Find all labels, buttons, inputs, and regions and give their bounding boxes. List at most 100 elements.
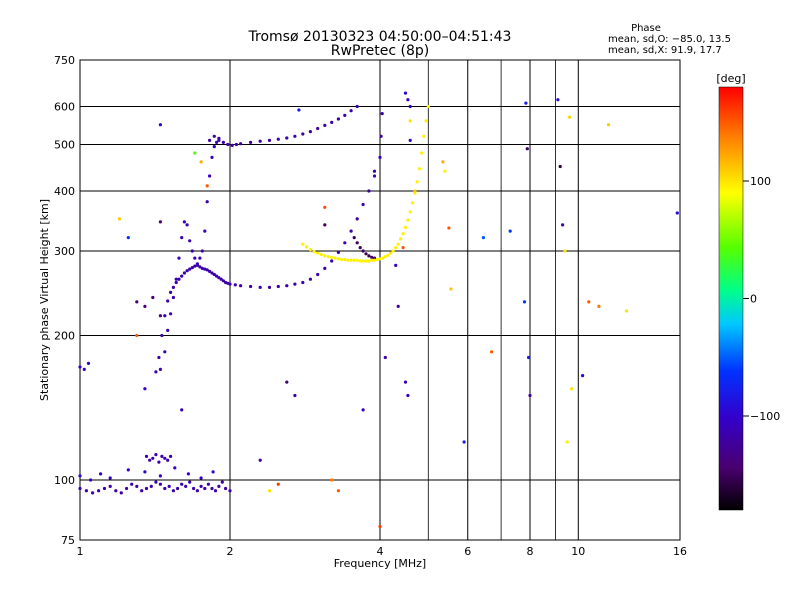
scatter-point <box>508 229 512 233</box>
trace-point <box>163 314 167 318</box>
scatter-point <box>443 169 447 173</box>
trace-point <box>340 257 344 262</box>
trace-point <box>171 285 175 289</box>
y-axis-label: Stationary phase Virtual Height [km] <box>38 199 51 401</box>
trace-point <box>205 268 209 272</box>
scatter-point <box>199 160 203 164</box>
trace-point <box>316 251 320 255</box>
colorbar-tick-label: 0 <box>750 293 757 306</box>
phase-box-line-o: mean, sd,O: −85.0, 13.5 <box>608 34 731 45</box>
trace-point <box>154 370 158 374</box>
trace-point <box>126 468 130 472</box>
trace-point <box>355 217 359 221</box>
trace-point <box>301 280 305 285</box>
scatter-point <box>293 393 297 398</box>
y-tick-label: 500 <box>54 139 75 152</box>
trace-point <box>185 223 189 227</box>
scatter-point <box>205 184 209 188</box>
trace-point <box>417 167 422 171</box>
scatter-point <box>193 151 197 155</box>
trace-point <box>267 138 272 142</box>
colorbar: [deg] 100 0 −100 <box>716 72 780 511</box>
trace-point <box>343 241 347 245</box>
trace-point <box>154 480 158 484</box>
trace-point <box>370 258 374 262</box>
trace-point <box>424 119 428 123</box>
trace-point <box>135 300 139 304</box>
scatter-point <box>408 119 412 123</box>
trace-point <box>349 109 353 113</box>
scatter-point <box>567 115 572 119</box>
x-tick-label: 10 <box>571 545 585 558</box>
trace-point <box>217 276 221 280</box>
trace-point <box>323 266 327 270</box>
scatter-point <box>336 489 340 493</box>
trace-point <box>203 267 207 271</box>
scatter-point <box>323 205 327 209</box>
trace-point <box>330 120 334 124</box>
trace-point <box>293 134 297 138</box>
trace-point <box>213 489 218 493</box>
trace-point <box>330 255 334 259</box>
scatter-point <box>408 138 412 142</box>
trace-point <box>102 486 107 491</box>
grid-lines <box>80 60 680 540</box>
scatter-point <box>565 440 569 444</box>
trace-point <box>293 282 297 286</box>
x-tick-label: 4 <box>377 545 384 558</box>
trace-point <box>406 98 410 102</box>
trace-point <box>190 266 194 270</box>
trace-point <box>403 91 408 95</box>
trace-point <box>158 474 162 478</box>
scatter-point <box>606 123 611 127</box>
trace-point <box>86 361 91 365</box>
trace-point <box>78 474 82 478</box>
trace-point <box>221 279 225 283</box>
scatter-point <box>527 355 531 360</box>
trace-point <box>210 486 214 491</box>
trace-point <box>160 454 164 458</box>
trace-point <box>349 229 353 233</box>
trace-point <box>379 134 383 138</box>
trace-point <box>199 476 203 480</box>
trace-point <box>182 220 186 224</box>
trace-point <box>380 112 384 116</box>
scatter-point <box>258 458 262 462</box>
scatter-point <box>447 226 451 230</box>
trace-point <box>149 484 153 488</box>
scatter-point <box>561 223 565 227</box>
y-tick-label: 200 <box>54 330 75 343</box>
trace-point <box>330 259 334 263</box>
trace-point <box>89 478 93 482</box>
scatter-point <box>522 300 527 304</box>
trace-point <box>160 333 164 338</box>
trace-point <box>151 456 155 460</box>
scatter-point <box>441 160 445 164</box>
trace-point <box>276 137 280 141</box>
trace-point <box>206 482 210 486</box>
trace-point <box>215 140 219 144</box>
trace-point <box>215 274 219 278</box>
trace-point <box>208 174 212 178</box>
trace-point <box>352 236 356 240</box>
trace-point <box>143 470 147 474</box>
trace-point <box>180 236 184 240</box>
trace-point <box>203 486 207 491</box>
scatter-point <box>361 408 365 412</box>
colorbar-tick-label: −100 <box>750 410 780 423</box>
trace-point <box>422 134 426 138</box>
trace-point <box>367 259 371 263</box>
trace-point <box>114 489 118 493</box>
y-tick-label: 400 <box>54 185 75 198</box>
scatter-point <box>462 440 466 444</box>
trace-point <box>151 295 155 300</box>
scatter-point <box>570 387 574 391</box>
trace-point <box>211 470 215 474</box>
trace-point <box>195 262 199 266</box>
trace-point <box>267 285 272 289</box>
trace-point <box>125 486 129 491</box>
trace-point <box>174 277 178 281</box>
trace-point <box>301 242 305 246</box>
trace-point <box>99 472 103 476</box>
y-tick-label: 100 <box>54 474 75 487</box>
